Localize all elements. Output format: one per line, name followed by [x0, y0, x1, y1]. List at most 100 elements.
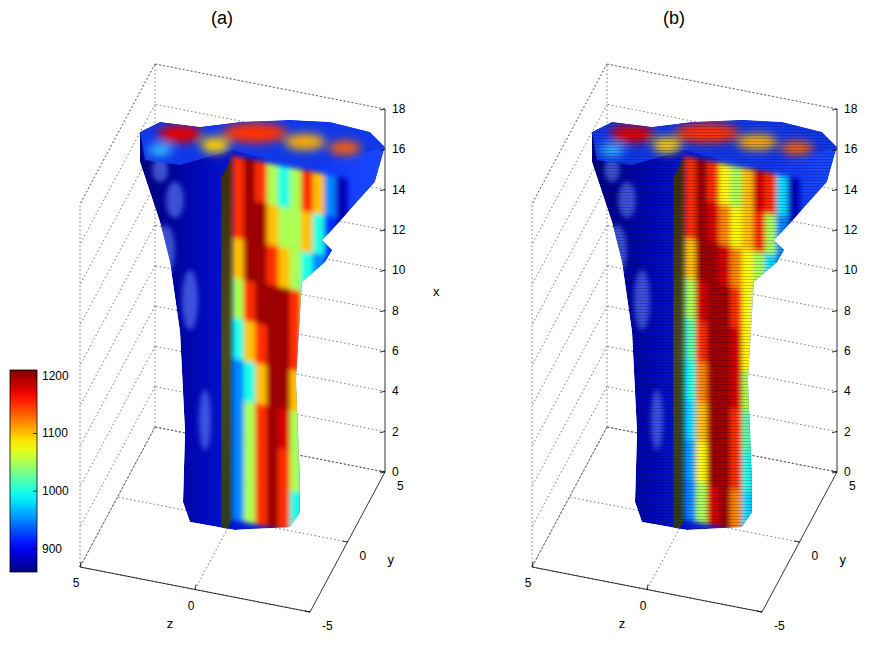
slice-cell	[290, 289, 302, 332]
tick	[832, 351, 837, 352]
slice-cell	[788, 217, 800, 260]
colorbar-label: 1100	[42, 426, 68, 440]
slice-cell	[336, 217, 348, 260]
grid-line	[80, 387, 155, 527]
tick-label: 5	[397, 479, 404, 493]
axes	[532, 109, 837, 612]
tick	[832, 230, 837, 231]
slice-cell	[788, 257, 800, 300]
box	[532, 64, 837, 612]
slice-cell	[313, 293, 325, 336]
box	[80, 64, 385, 612]
tick-label: 0	[188, 599, 195, 613]
tick-label: 0	[640, 599, 647, 613]
axis-title: x	[433, 284, 440, 299]
colorbar-tick	[33, 491, 37, 492]
slice-cell	[244, 280, 256, 323]
tick-label: 12	[844, 223, 858, 237]
slice-cell	[267, 325, 279, 368]
box-edge	[607, 64, 837, 109]
slice-cell	[267, 284, 279, 327]
slice-cell	[765, 293, 777, 336]
panel-title: (b)	[663, 8, 685, 28]
slice-cell	[777, 296, 789, 339]
slice-cell	[302, 251, 314, 294]
box-edge	[80, 427, 155, 567]
slice-cell	[256, 403, 268, 446]
grid-line	[532, 427, 607, 567]
box-edge	[532, 204, 533, 567]
slice-cell	[290, 369, 302, 412]
slice-cell	[313, 414, 325, 457]
slice-cell	[302, 210, 314, 253]
slice-cell	[302, 372, 314, 415]
slice-cell	[290, 450, 302, 493]
bone-surface	[140, 120, 385, 530]
slice-cell	[290, 208, 302, 251]
slice-cell	[279, 408, 291, 451]
slice-cell	[233, 479, 245, 522]
tick-label: 5	[849, 479, 856, 493]
slice-cell	[302, 493, 314, 536]
panel-title: (a)	[211, 8, 233, 28]
texture	[592, 120, 837, 530]
colorbar-tick	[33, 433, 37, 434]
box-edge	[155, 64, 156, 427]
tick	[532, 562, 533, 567]
surface-patches	[152, 158, 211, 450]
slice-cell	[765, 455, 777, 498]
tick-label: 14	[844, 183, 858, 197]
tick-label: 6	[392, 344, 399, 358]
tick-label: 0	[360, 549, 367, 563]
slice-cell	[256, 201, 268, 244]
grid-line	[80, 266, 155, 406]
grid-line	[532, 104, 607, 244]
slice-cell	[244, 199, 256, 242]
grid-line	[532, 306, 607, 446]
slice-cell	[313, 374, 325, 417]
tick-labels: 024681012141618-50505	[73, 102, 406, 633]
tick	[380, 391, 385, 392]
cut-plane	[221, 157, 232, 541]
slice-cell	[233, 399, 245, 442]
surface-patch	[199, 390, 211, 450]
tick	[832, 270, 837, 271]
tick	[380, 270, 385, 271]
slice-cell	[256, 363, 268, 406]
axis-title: y	[388, 552, 395, 567]
slice-cell	[267, 446, 279, 489]
slice-cell	[290, 410, 302, 453]
tick	[80, 562, 81, 567]
slice-cell	[233, 439, 245, 482]
slice-cell	[279, 206, 291, 249]
surface-patch	[182, 270, 198, 330]
tick	[343, 541, 348, 542]
grid-line	[532, 185, 607, 325]
top-blob	[201, 137, 229, 153]
grid-line	[80, 567, 310, 612]
slice-cell	[313, 455, 325, 498]
surface-patch	[166, 182, 184, 218]
slice-cell	[267, 204, 279, 247]
z-axis	[80, 567, 310, 612]
grid-line	[80, 185, 155, 325]
slice-cell	[256, 484, 268, 527]
tick-label: 18	[392, 102, 406, 116]
grid-line	[80, 104, 155, 244]
tick-label: 0	[812, 549, 819, 563]
colorbar-label: 1200	[42, 369, 69, 383]
grid-line	[532, 225, 607, 365]
colorbar: 900100011001200	[10, 369, 69, 572]
tick-label: 16	[392, 142, 406, 156]
bone	[592, 120, 837, 541]
slice-cell	[290, 168, 302, 211]
slice-cell	[256, 443, 268, 486]
y-axis	[762, 472, 837, 612]
slice-cell	[290, 329, 302, 372]
tick-label: 12	[392, 223, 406, 237]
slice-cell	[233, 318, 245, 361]
tick	[832, 190, 837, 191]
slice-cell	[313, 253, 325, 296]
top-blob	[158, 125, 202, 143]
grid-line	[155, 64, 385, 109]
